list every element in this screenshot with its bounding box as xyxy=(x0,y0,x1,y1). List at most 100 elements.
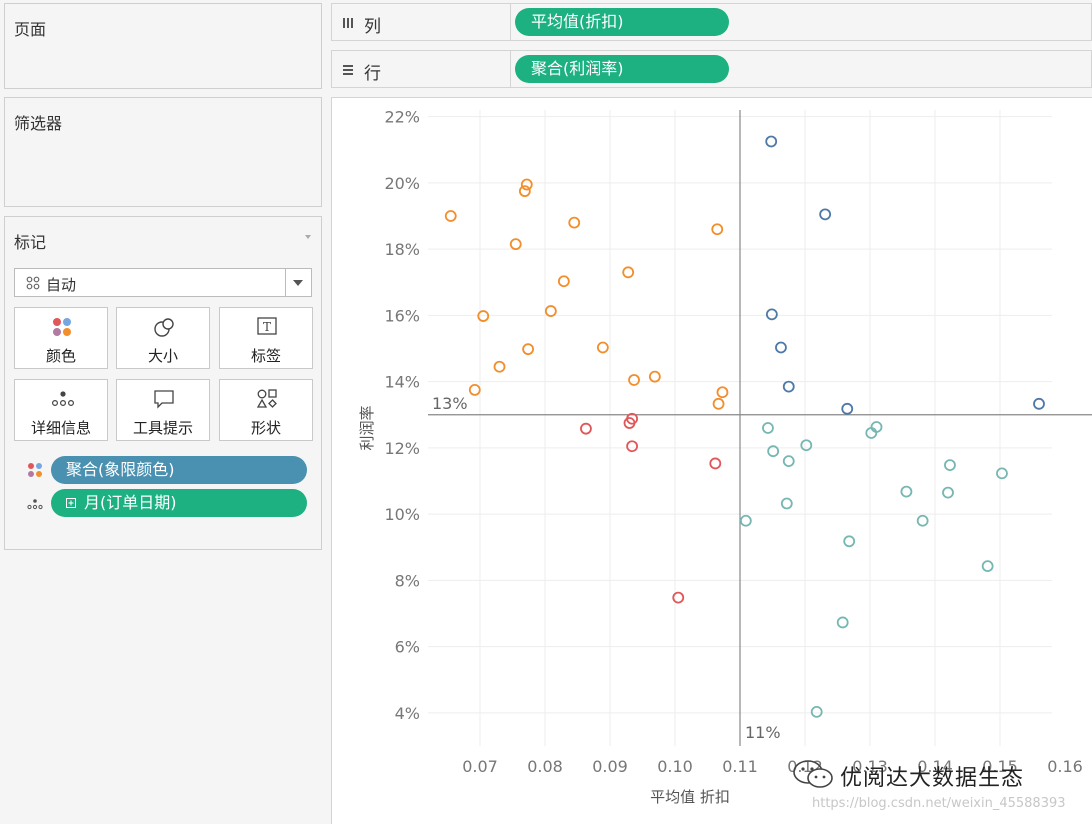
data-point xyxy=(711,223,724,236)
data-point xyxy=(468,384,481,396)
color-icon xyxy=(53,318,71,336)
label-button[interactable]: T 标签 xyxy=(219,307,313,369)
data-point xyxy=(626,440,639,453)
wechat-logo-icon xyxy=(793,760,833,788)
y-tick-label: 14% xyxy=(384,373,420,392)
data-point xyxy=(870,421,883,433)
expand-plus-icon[interactable] xyxy=(66,498,76,508)
size-button-label: 大小 xyxy=(147,347,178,365)
data-point xyxy=(544,305,557,317)
shape-button[interactable]: 形状 xyxy=(219,379,313,441)
chart-view[interactable]: 4% 6% 8% 10% 12% 14% 16% 18% 20% 22% 0.07 0.08 0.09 0… xyxy=(331,97,1092,824)
data-point xyxy=(942,486,954,499)
detail-icon xyxy=(27,499,43,510)
columns-icon xyxy=(343,18,353,28)
pages-card[interactable]: 页面 xyxy=(4,3,322,89)
y-tick-label: 4% xyxy=(395,704,420,723)
data-point xyxy=(762,422,774,434)
data-point xyxy=(444,210,457,222)
color-field-label: 聚合(象限颜色) xyxy=(66,460,175,479)
marks-card: 标记 自动 颜色 大小 T 标签 xyxy=(4,216,322,550)
rows-field-pill[interactable]: 聚合(利润率) xyxy=(515,55,729,83)
detail-button[interactable]: 详细信息 xyxy=(14,379,108,441)
data-point xyxy=(944,459,956,472)
data-point xyxy=(557,275,570,288)
pages-card-title: 页面 xyxy=(14,20,47,39)
x-tick-label: 0.13 xyxy=(852,757,888,776)
x-tick-label: 0.09 xyxy=(592,757,628,776)
reference-label-y: 13% xyxy=(432,394,468,413)
data-point xyxy=(622,266,635,279)
data-point xyxy=(782,380,795,393)
detail-icon xyxy=(51,391,75,407)
watermark-title: 优阅达大数据生态 xyxy=(840,766,1025,791)
mark-type-dropdown[interactable]: 自动 xyxy=(14,268,312,297)
tooltip-button[interactable]: 工具提示 xyxy=(116,379,210,441)
y-tick-label: 12% xyxy=(384,439,420,458)
data-point xyxy=(712,397,725,410)
x-tick-label: 0.11 xyxy=(722,757,758,776)
shape-icon xyxy=(256,389,277,408)
data-point xyxy=(782,455,795,468)
rows-shelf[interactable]: 行 聚合(利润率) xyxy=(331,50,1092,88)
color-field-pill[interactable]: 聚合(象限颜色) xyxy=(51,456,307,484)
data-point xyxy=(810,705,823,718)
rows-shelf-divider xyxy=(510,51,511,87)
data-point xyxy=(981,560,994,573)
color-button[interactable]: 颜色 xyxy=(14,307,108,369)
rows-field-label: 聚合(利润率) xyxy=(531,59,624,78)
data-point xyxy=(916,514,929,527)
y-tick-label: 8% xyxy=(395,571,420,590)
data-point xyxy=(580,422,592,435)
mark-type-value: 自动 xyxy=(46,276,77,294)
svg-text:T: T xyxy=(263,320,271,334)
x-tick-label: 0.10 xyxy=(657,757,693,776)
x-axis-title: 平均值 折扣 xyxy=(650,788,730,806)
rows-shelf-label: 行 xyxy=(364,64,381,84)
y-tick-label: 6% xyxy=(395,638,420,657)
x-tick-label: 0.08 xyxy=(527,757,563,776)
data-point xyxy=(623,417,636,429)
x-tick-label: 0.14 xyxy=(917,757,953,776)
scatter-chart[interactable]: 4% 6% 8% 10% 12% 14% 16% 18% 20% 22% 0.07 0.08 0.09 0… xyxy=(332,98,1092,824)
detail-field-pill[interactable]: 月(订单日期) xyxy=(51,489,307,517)
data-point xyxy=(996,467,1008,480)
data-point xyxy=(843,535,856,548)
watermark-url: https://blog.csdn.net/weixin_45588393 xyxy=(812,796,1066,811)
columns-field-pill[interactable]: 平均值(折扣) xyxy=(515,8,729,36)
size-icon xyxy=(154,318,174,337)
data-point xyxy=(493,360,506,373)
color-button-label: 颜色 xyxy=(45,347,76,365)
filters-card[interactable]: 筛选器 xyxy=(4,97,322,207)
filters-card-title: 筛选器 xyxy=(14,114,63,133)
shape-button-label: 形状 xyxy=(250,419,281,437)
y-axis-title: 利润率 xyxy=(358,405,376,450)
data-point xyxy=(648,370,661,383)
chevron-down-icon[interactable] xyxy=(285,269,311,296)
data-point xyxy=(709,457,722,470)
data-point xyxy=(477,310,490,322)
data-point xyxy=(522,343,535,356)
x-tick-label: 0.15 xyxy=(982,757,1018,776)
columns-field-label: 平均值(折扣) xyxy=(531,12,624,31)
data-point xyxy=(900,485,913,498)
columns-shelf[interactable]: 列 平均值(折扣) xyxy=(331,3,1092,41)
data-point xyxy=(509,238,522,251)
data-point xyxy=(841,402,854,415)
data-point xyxy=(775,341,787,354)
y-tick-label: 16% xyxy=(384,306,420,325)
label-icon: T xyxy=(257,317,277,335)
detail-field-label: 月(订单日期) xyxy=(84,493,177,512)
x-tick-label: 0.16 xyxy=(1047,757,1083,776)
data-point xyxy=(836,616,849,629)
rows-icon xyxy=(343,65,353,75)
data-point xyxy=(800,439,813,452)
y-tick-label: 20% xyxy=(384,174,420,193)
detail-button-label: 详细信息 xyxy=(30,419,91,437)
data-point xyxy=(518,185,531,198)
data-point xyxy=(765,135,778,148)
marks-card-menu-icon[interactable] xyxy=(305,235,311,239)
tooltip-icon xyxy=(154,390,174,409)
reference-label-x: 11% xyxy=(745,723,781,742)
size-button[interactable]: 大小 xyxy=(116,307,210,369)
